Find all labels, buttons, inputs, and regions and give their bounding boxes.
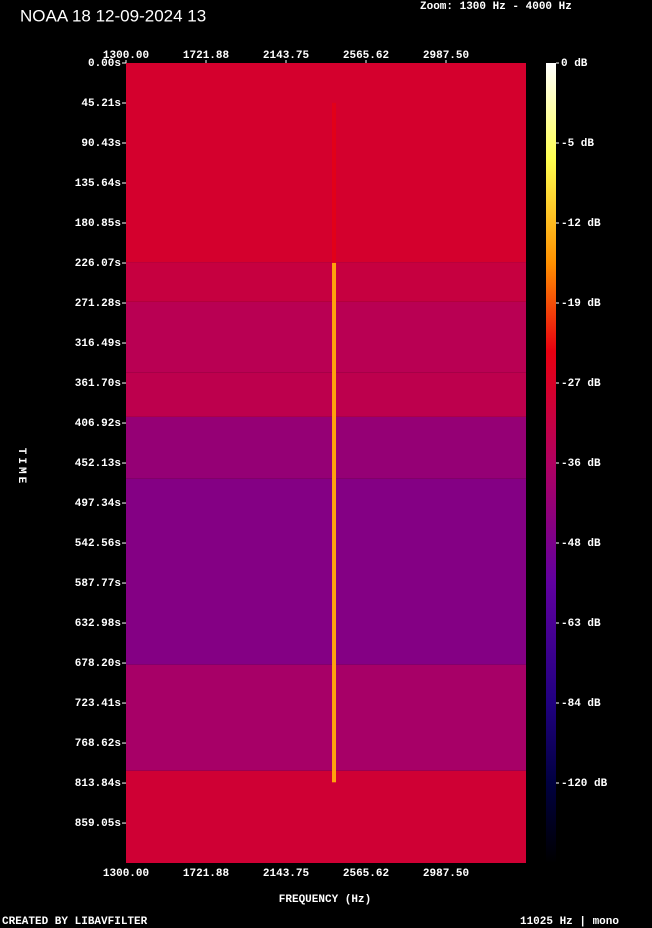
y-tick-label: 723.41s (75, 698, 121, 710)
colorbar-tick-label: -27 dB (561, 378, 601, 390)
colorbar-tick-label: -84 dB (561, 698, 601, 710)
colorbar (546, 63, 556, 863)
spectrum-band (126, 478, 526, 665)
x-tick-label: 2987.50 (423, 868, 469, 880)
y-tick-label: 859.05s (75, 818, 121, 830)
y-tick-label: 497.34s (75, 498, 121, 510)
y-tick-label: 271.28s (75, 298, 121, 310)
x-axis-label: FREQUENCY (Hz) (279, 894, 371, 906)
y-tick-label: 632.98s (75, 618, 121, 630)
y-tick-label: 361.70s (75, 378, 121, 390)
colorbar-tick-label: -120 dB (561, 778, 608, 790)
colorbar-tick-label: -63 dB (561, 618, 601, 630)
spectrum-band (126, 372, 526, 417)
x-tick-label: 1721.88 (183, 50, 230, 62)
spectrum-band (126, 63, 526, 263)
y-tick-label: 452.13s (75, 458, 121, 470)
y-tick-label: 768.62s (75, 738, 121, 750)
y-tick-label: 678.20s (75, 658, 121, 670)
colorbar-tick-label: 0 dB (561, 58, 588, 70)
spectrum-band (126, 770, 526, 863)
y-tick-label: 316.49s (75, 338, 121, 350)
y-axis-label: TIME (15, 448, 27, 486)
spectrum-band (126, 664, 526, 771)
y-tick-label: 542.56s (75, 538, 121, 550)
colorbar-tick-label: -5 dB (561, 138, 594, 150)
x-tick-label: 1300.00 (103, 868, 149, 880)
y-tick-label: 135.64s (75, 178, 121, 190)
y-tick-label: 180.85s (75, 218, 121, 230)
y-tick-label: 0.00s (88, 58, 121, 70)
footer-right: 11025 Hz | mono (520, 916, 619, 928)
footer-left: CREATED BY LIBAVFILTER (2, 916, 148, 928)
spectrum-band (126, 416, 526, 479)
x-tick-label: 1300.00 (103, 50, 149, 62)
x-tick-label: 2565.62 (343, 868, 389, 880)
y-tick-label: 406.92s (75, 418, 121, 430)
colorbar-tick-label: -48 dB (561, 538, 601, 550)
zoom-label: Zoom: 1300 Hz - 4000 Hz (420, 1, 572, 13)
colorbar-tick-label: -12 dB (561, 218, 601, 230)
x-tick-label: 1721.88 (183, 868, 230, 880)
y-tick-label: 90.43s (81, 138, 121, 150)
x-tick-label: 2143.75 (263, 50, 310, 62)
y-tick-label: 587.77s (75, 578, 121, 590)
y-tick-label: 813.84s (75, 778, 121, 790)
signal-segment (332, 102, 337, 263)
x-tick-label: 2143.75 (263, 868, 310, 880)
signal-segment (332, 262, 337, 783)
spectrum-band (126, 301, 526, 373)
x-tick-label: 2987.50 (423, 50, 469, 62)
x-tick-label: 2565.62 (343, 50, 389, 62)
colorbar-tick-label: -36 dB (561, 458, 601, 470)
y-tick-label: 226.07s (75, 258, 121, 270)
y-tick-label: 45.21s (81, 98, 121, 110)
spectrum-band (126, 262, 526, 302)
colorbar-tick-label: -19 dB (561, 298, 601, 310)
chart-title: NOAA 18 12-09-2024 13 (20, 6, 206, 25)
